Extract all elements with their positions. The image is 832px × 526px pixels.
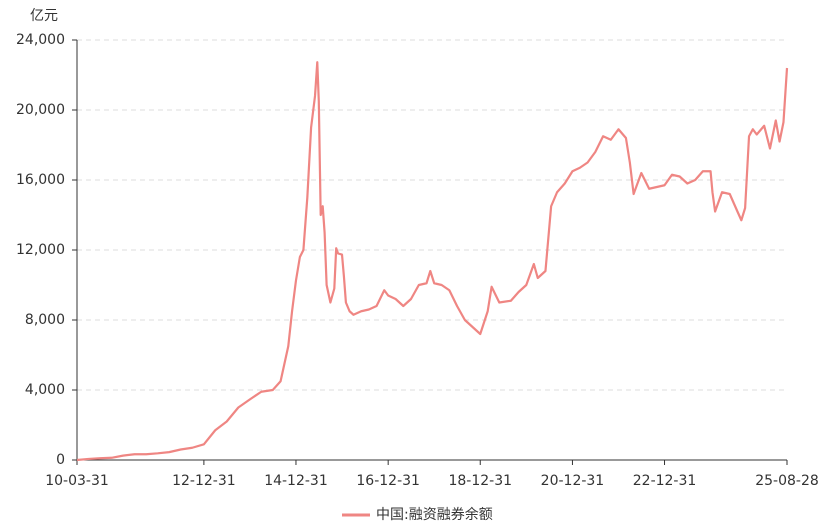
- x-tick-label: 10-03-31: [45, 473, 109, 489]
- y-tick-label: 0: [56, 452, 65, 468]
- y-unit: 亿元: [30, 8, 58, 24]
- x-tick-label: 18-12-31: [448, 473, 512, 489]
- y-tick-label: 12,000: [16, 242, 65, 258]
- y-tick-label: 4,000: [25, 382, 65, 398]
- legend-label: 中国:融资融券余额: [376, 506, 493, 523]
- x-tick-label: 25-08-28: [755, 473, 819, 489]
- data-line: [76, 61, 789, 462]
- x-tick-label: 22-12-31: [633, 473, 697, 489]
- x-tick-label: 16-12-31: [356, 473, 420, 489]
- x-tick-label: 12-12-31: [172, 473, 236, 489]
- y-tick-label: 20,000: [16, 102, 65, 118]
- x-tick-label: 14-12-31: [264, 473, 328, 489]
- y-tick-label: 8,000: [25, 312, 65, 328]
- y-tick-label: 24,000: [16, 32, 65, 48]
- x-tick-label: 20-12-31: [541, 473, 605, 489]
- y-tick-label: 16,000: [16, 172, 65, 188]
